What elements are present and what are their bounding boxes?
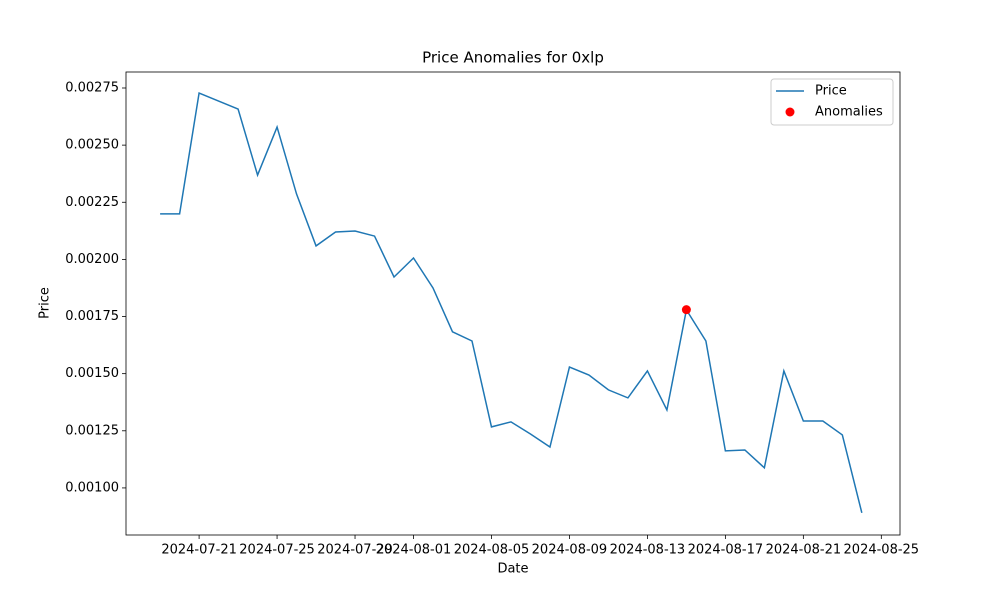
y-tick-label: 0.00250 <box>65 138 119 153</box>
x-tick-label: 2024-08-05 <box>454 543 530 558</box>
legend-marker <box>785 107 795 117</box>
y-tick-label: 0.00275 <box>65 80 119 95</box>
x-tick-label: 2024-08-17 <box>688 543 764 558</box>
chart-title: Price Anomalies for 0xlp <box>422 49 604 67</box>
y-tick-label: 0.00225 <box>65 195 119 210</box>
x-tick-label: 2024-07-29 <box>317 543 393 558</box>
anomaly-point <box>681 305 691 315</box>
x-tick-label: 2024-08-25 <box>844 543 920 558</box>
x-tick-label: 2024-08-21 <box>766 543 842 558</box>
x-tick-label: 2024-07-25 <box>239 543 315 558</box>
y-tick-label: 0.00150 <box>65 366 119 381</box>
x-axis-label: Date <box>497 562 528 577</box>
y-tick-label: 0.00125 <box>65 423 119 438</box>
legend-label: Anomalies <box>815 105 883 120</box>
legend: Price Anomalies <box>770 78 894 126</box>
legend-label: Price <box>815 84 847 99</box>
y-axis-label: Price <box>38 287 53 319</box>
x-tick-label: 2024-08-13 <box>610 543 686 558</box>
y-tick-label: 0.00200 <box>65 252 119 267</box>
x-tick-label: 2024-08-01 <box>376 543 452 558</box>
y-tick-label: 0.00175 <box>65 309 119 324</box>
x-tick-label: 2024-08-09 <box>532 543 608 558</box>
axes-frame <box>125 71 901 536</box>
y-tick-label: 0.00100 <box>65 480 119 495</box>
x-tick-label: 2024-07-21 <box>161 543 237 558</box>
price-line <box>160 91 863 514</box>
